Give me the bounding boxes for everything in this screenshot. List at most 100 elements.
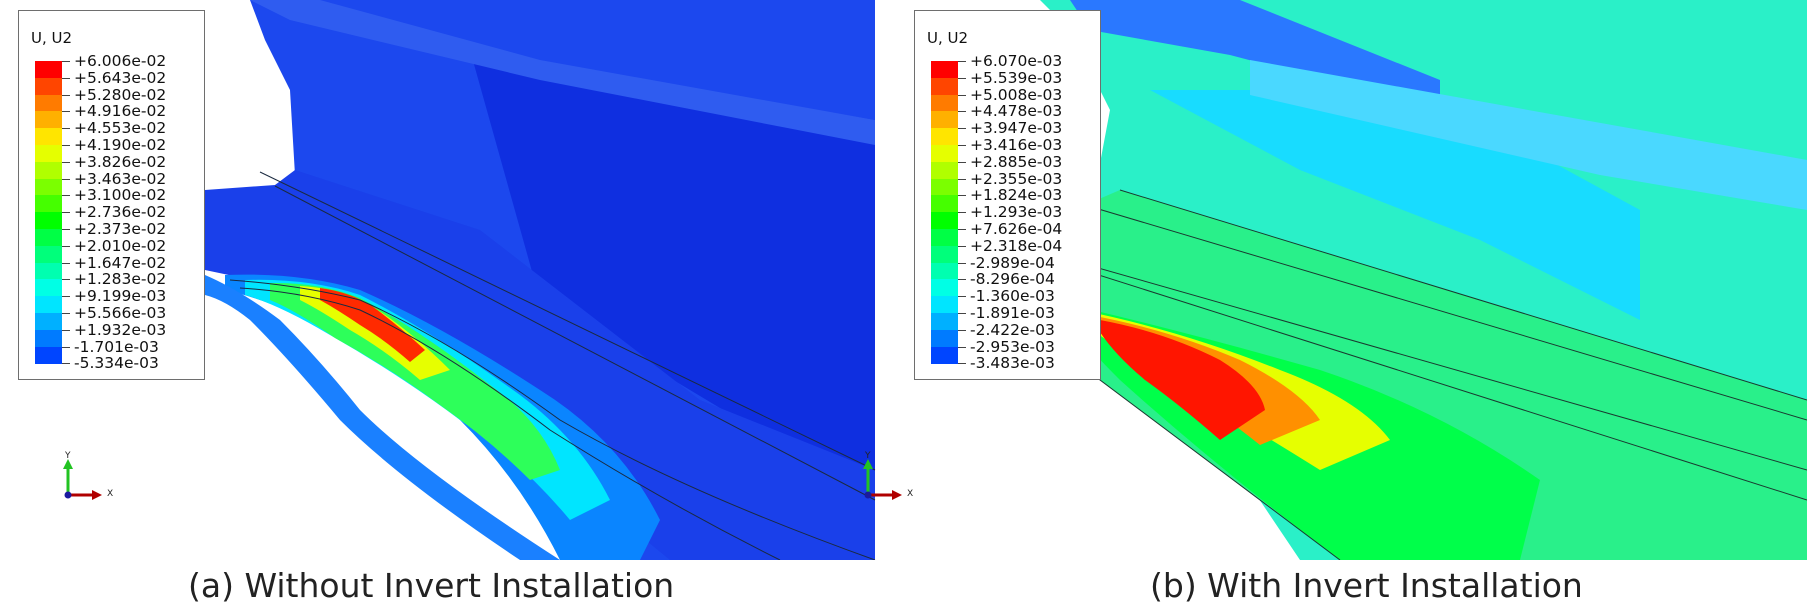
slab-top — [205, 170, 875, 560]
legend-tick — [62, 363, 70, 365]
legend-label: +2.010e-02 — [74, 236, 167, 255]
legend-swatch — [931, 61, 958, 79]
legend-swatch — [35, 329, 62, 348]
legend-swatch — [35, 245, 62, 264]
axis-triad: Y X — [862, 451, 922, 510]
legend-tick — [62, 245, 70, 247]
legend-tick — [62, 229, 70, 230]
legend-tick — [62, 346, 70, 348]
legend-tick — [958, 128, 966, 130]
legend-tick — [62, 111, 70, 113]
legend-swatch — [931, 161, 958, 180]
legend-swatch — [35, 229, 62, 247]
legend-label: -2.422e-03 — [970, 320, 1055, 339]
slab-top — [980, 190, 1807, 560]
legend-label: +2.736e-02 — [74, 203, 167, 222]
legend-label: +4.190e-02 — [74, 136, 167, 154]
legend-label: +4.478e-03 — [970, 102, 1063, 121]
legend-swatch — [931, 245, 958, 264]
slab-edge-lines — [229, 171, 876, 560]
legend-swatch — [35, 94, 62, 112]
legend-swatch — [931, 262, 958, 280]
caption-b: (b) With Invert Installation — [1150, 566, 1583, 605]
legend-tick — [62, 329, 70, 331]
tunnel-rib — [1250, 60, 1807, 210]
legend-tick — [958, 279, 966, 281]
legend-tick — [62, 94, 70, 96]
legend-tick — [958, 111, 966, 113]
legend-swatch — [931, 145, 958, 163]
legend-label: +4.916e-02 — [74, 102, 167, 121]
panel-with-invert: U, U2 +6.070e-03 +5.539e-03 +5.008e-03 +4.4… — [863, 0, 1807, 612]
legend-tick — [958, 195, 966, 197]
legend-swatch — [35, 145, 62, 163]
slab-edge — [205, 275, 560, 560]
legend-label: +3.100e-02 — [74, 186, 167, 205]
legend-tick — [958, 245, 966, 247]
legend-label: +4.553e-02 — [74, 119, 167, 138]
legend-label: +2.373e-02 — [74, 220, 167, 238]
legend-swatch — [931, 212, 958, 230]
legend-color-bar — [35, 61, 62, 367]
legend-label: +7.626e-04 — [970, 220, 1063, 238]
legend-swatch — [931, 178, 958, 196]
legend-swatch — [35, 195, 62, 213]
panel-without-invert: U, U2 +6.006e-02 +5.643e-02 +5.280e-02 +4.9… — [0, 0, 900, 612]
legend-swatch — [35, 346, 62, 364]
y-axis-label: Y — [65, 451, 71, 461]
legend-tick — [958, 94, 966, 96]
color-legend: U, U2 +6.070e-03 +5.539e-03 +5.008e-03 +4.4… — [914, 10, 1101, 380]
legend-swatch — [35, 313, 62, 331]
legend-label: +5.008e-03 — [970, 85, 1063, 104]
legend-swatch — [931, 313, 958, 331]
legend-label: +1.647e-02 — [74, 253, 167, 272]
color-legend: U, U2 +6.006e-02 +5.643e-02 +5.280e-02 +4.9… — [18, 10, 205, 380]
legend-label: -3.483e-03 — [970, 354, 1055, 373]
legend-tick — [958, 145, 966, 146]
legend-label: +1.293e-03 — [970, 203, 1063, 222]
heave-zone-green — [270, 282, 560, 480]
legend-tick — [958, 363, 966, 365]
legend-tick — [62, 61, 70, 62]
legend-tick — [958, 77, 966, 79]
legend-title: U, U2 — [31, 29, 73, 47]
x-axis-label: X — [107, 489, 114, 499]
legend-swatch — [931, 229, 958, 247]
legend-tick — [958, 229, 966, 230]
legend-label: +3.826e-02 — [74, 152, 167, 171]
legend-label: +5.566e-03 — [74, 304, 167, 322]
y-axis-label: Y — [865, 451, 871, 461]
legend-swatch — [931, 111, 958, 129]
legend-tick — [958, 61, 966, 62]
legend-label: -1.360e-03 — [970, 287, 1055, 306]
slab-edge-lines — [979, 189, 1807, 560]
x-axis-label: X — [907, 489, 914, 499]
legend-swatch — [35, 61, 62, 79]
legend-label: +3.416e-03 — [970, 136, 1063, 154]
legend-label: +3.947e-03 — [970, 119, 1063, 138]
legend-label: -1.701e-03 — [74, 337, 159, 356]
legend-label: -1.891e-03 — [970, 304, 1055, 322]
legend-label: +2.355e-03 — [970, 169, 1063, 188]
legend-tick — [62, 313, 70, 314]
legend-swatch — [35, 262, 62, 280]
contour-plot-b — [979, 0, 1807, 560]
contour-plot-a — [205, 0, 876, 560]
legend-tick — [62, 279, 70, 281]
legend-tick — [958, 313, 966, 314]
legend-label: +2.318e-04 — [970, 236, 1063, 255]
legend-swatch — [931, 128, 958, 146]
legend-label: -2.953e-03 — [970, 337, 1055, 356]
slab-red-zone — [1100, 320, 1265, 440]
legend-swatch — [931, 329, 958, 348]
legend-swatch — [35, 279, 62, 297]
legend-tick — [958, 296, 966, 298]
axis-triad: Y X — [62, 451, 122, 510]
legend-swatch — [35, 212, 62, 230]
legend-tick — [958, 178, 966, 180]
legend-tick — [62, 161, 70, 163]
legend-tick — [62, 77, 70, 79]
heave-zone-red — [320, 288, 425, 362]
legend-label: +1.283e-02 — [74, 270, 167, 289]
legend-swatch — [931, 279, 958, 297]
